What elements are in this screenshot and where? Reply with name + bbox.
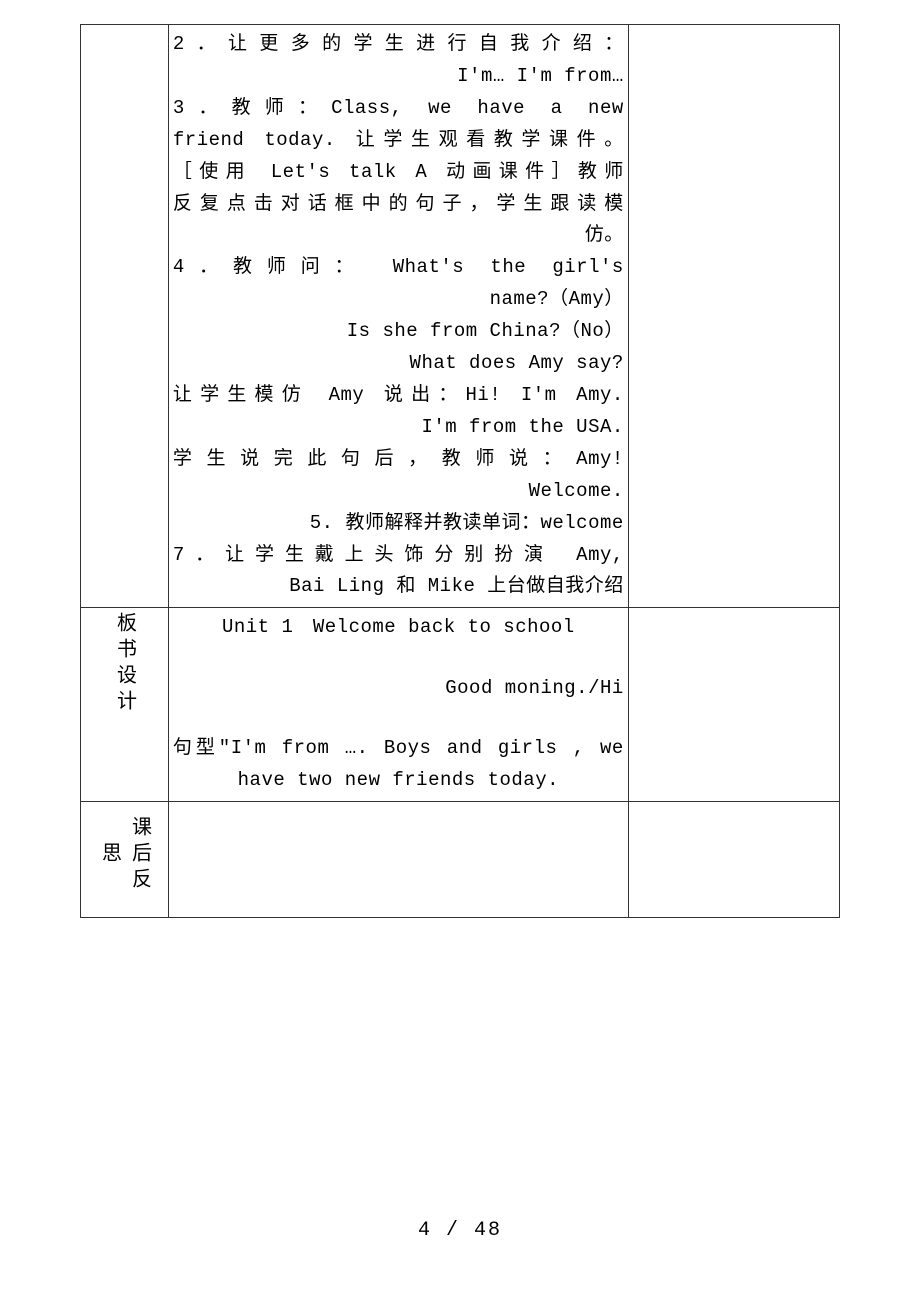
content-line: 让学生模仿 Amy 说出：Hi! I'm Amy. — [171, 380, 626, 412]
content-line: 5. 教师解释并教读单词：welcome — [171, 508, 626, 540]
content-line — [171, 705, 626, 734]
row3-label-cell: 课后反思 — [81, 801, 169, 917]
content-line: I'm from the USA. — [171, 412, 626, 444]
table-row-content: 2．让更多的学生进行自我介绍：I'm… I'm from…3．教师：Class,… — [81, 25, 840, 608]
row3-content-cell — [168, 801, 628, 917]
table-row-board-design: 板书设计 Unit 1 Welcome back to school Good m… — [81, 608, 840, 802]
content-line: Bai Ling 和 Mike 上台做自我介绍 — [171, 571, 626, 603]
content-line: have two new friends today. — [171, 765, 626, 797]
content-line: 仿。 — [171, 220, 626, 252]
content-line: 学生说完此句后，教师说：Amy! — [171, 444, 626, 476]
lesson-plan-table: 2．让更多的学生进行自我介绍：I'm… I'm from…3．教师：Class,… — [80, 24, 840, 918]
content-line — [171, 644, 626, 673]
content-line: 7．让学生戴上头饰分别扮演 Amy, — [171, 540, 626, 572]
content-line: Is she from China?（No） — [171, 316, 626, 348]
content-line: Unit 1 Welcome back to school — [171, 612, 626, 644]
reflection-label: 课后反思 — [94, 806, 154, 904]
row1-content-cell: 2．让更多的学生进行自我介绍：I'm… I'm from…3．教师：Class,… — [168, 25, 628, 608]
row2-label-cell: 板书设计 — [81, 608, 169, 802]
board-design-label: 板书设计 — [109, 612, 139, 716]
content-line: 3．教师：Class, we have a new — [171, 93, 626, 125]
content-line: I'm… I'm from… — [171, 61, 626, 93]
row2-content-cell: Unit 1 Welcome back to school Good moning… — [168, 608, 628, 802]
content-line: 2．让更多的学生进行自我介绍： — [171, 29, 626, 61]
content-line: 句型"I'm from …. Boys and girls , we — [171, 733, 626, 765]
content-line: 4．教师问： What's the girl's — [171, 252, 626, 284]
row3-notes-cell — [628, 801, 839, 917]
content-line: name?（Amy） — [171, 284, 626, 316]
table-row-reflection: 课后反思 — [81, 801, 840, 917]
content-line: What does Amy say? — [171, 348, 626, 380]
row1-notes-cell — [628, 25, 839, 608]
page-number: 4 / 48 — [0, 1219, 920, 1242]
content-line: Welcome. — [171, 476, 626, 508]
row1-label-cell — [81, 25, 169, 608]
content-line: friend today. 让学生观看教学课件。 — [171, 125, 626, 157]
row2-notes-cell — [628, 608, 839, 802]
content-line: Good moning./Hi — [171, 673, 626, 705]
content-line: 反复点击对话框中的句子，学生跟读模 — [171, 189, 626, 221]
content-line: ［使用 Let's talk A 动画课件］教师 — [171, 157, 626, 189]
